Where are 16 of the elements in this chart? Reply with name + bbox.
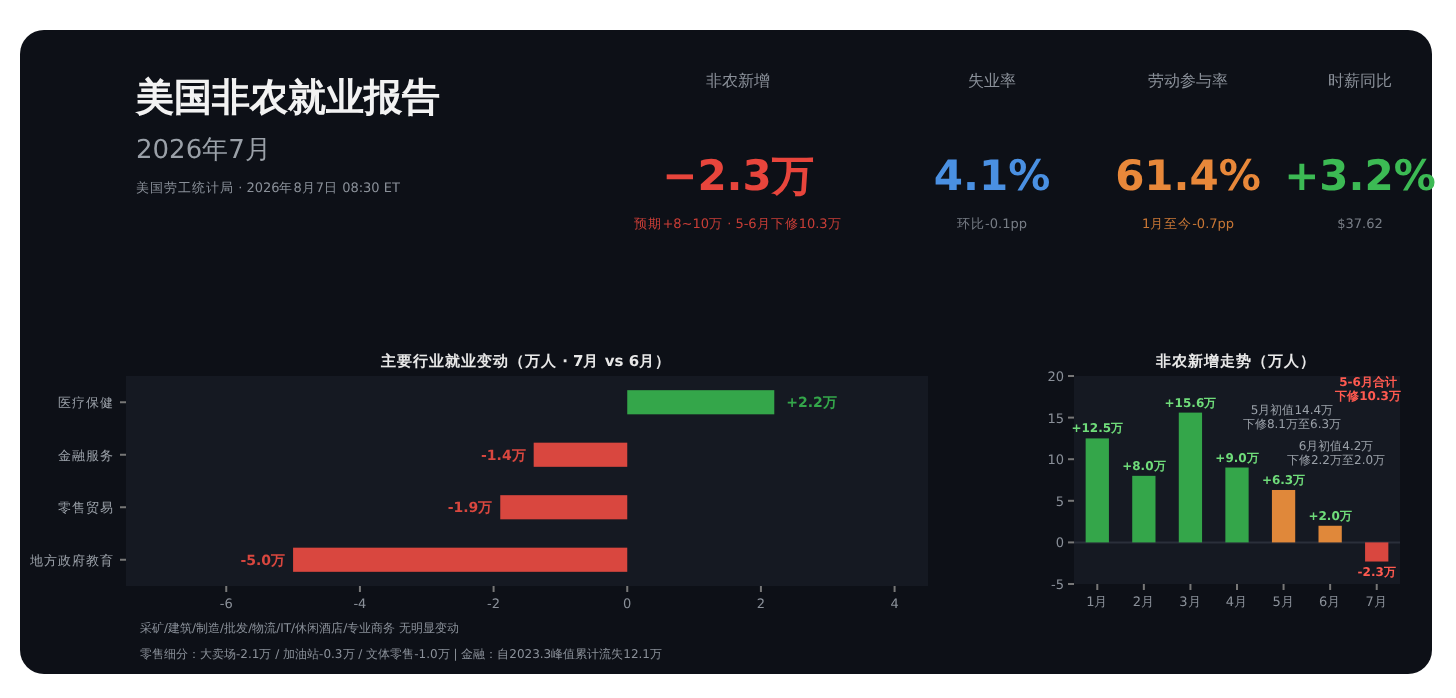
text: 4.1% <box>933 152 1051 200</box>
text: 2026年7月 <box>136 136 271 166</box>
bar <box>1178 412 1203 543</box>
text: 失业率 <box>968 72 1016 90</box>
text: 美国非农就业报告 <box>134 76 440 120</box>
bar <box>1271 489 1296 543</box>
text: 非农新增 <box>706 72 770 90</box>
text: 61.4% <box>1115 152 1261 200</box>
bar <box>1132 475 1156 543</box>
bar <box>1225 467 1249 543</box>
bar <box>1085 438 1109 543</box>
text: 劳动参与率 <box>1148 72 1228 90</box>
bar <box>1318 525 1342 543</box>
text: 时薪同比 <box>1328 72 1392 90</box>
text: −2.3万 <box>662 152 814 200</box>
bar <box>1365 542 1389 562</box>
